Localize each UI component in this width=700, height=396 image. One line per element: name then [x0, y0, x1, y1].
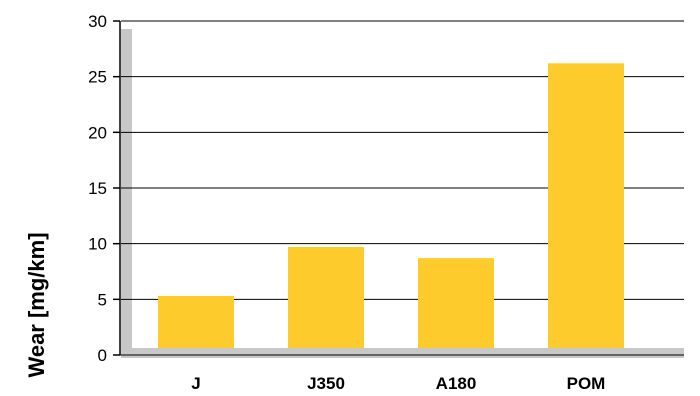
bar-j [158, 295, 234, 348]
x-tick-label: J [191, 374, 200, 393]
y-tick-label: 30 [88, 12, 107, 31]
x-tick-label: POM [567, 374, 606, 393]
y-axis-ticks: 0 5 10 15 20 25 30 [88, 12, 120, 365]
y-tick-label: 20 [88, 123, 107, 142]
y-axis-title: Wear [mg/km] [24, 232, 49, 377]
gridlines [120, 20, 684, 356]
bars [158, 63, 624, 348]
y-tick-label: 0 [98, 346, 107, 365]
y-axis-shadow [121, 29, 132, 358]
x-tick-label: J350 [307, 374, 345, 393]
bar-j350 [288, 247, 364, 348]
bar-pom [548, 63, 624, 348]
x-axis-labels: J J350 A180 POM [191, 374, 605, 393]
y-tick-label: 25 [88, 68, 107, 87]
x-axis-shadow [121, 348, 684, 358]
y-tick-label: 5 [98, 290, 107, 309]
x-tick-label: A180 [436, 374, 477, 393]
y-tick-label: 15 [88, 179, 107, 198]
y-tick-label: 10 [88, 235, 107, 254]
bar-a180 [418, 258, 494, 348]
